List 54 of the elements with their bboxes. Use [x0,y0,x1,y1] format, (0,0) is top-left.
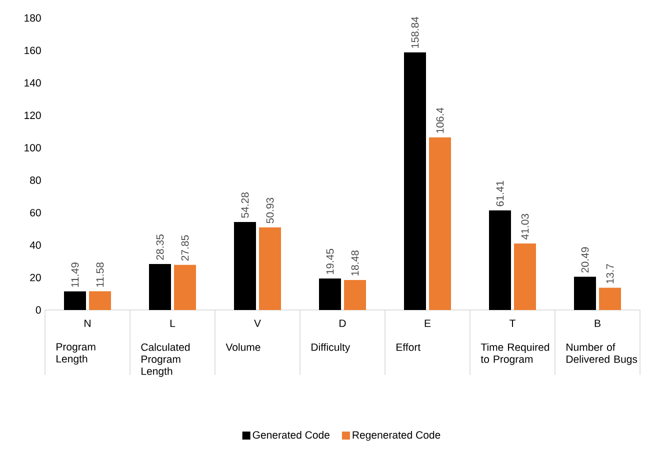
data-label: 20.49 [581,247,589,273]
bar [64,291,86,310]
bar [174,264,196,310]
text: Effort [396,343,421,351]
x-tick-label: T [510,320,516,327]
x-tick-label: V [254,320,261,327]
bar [429,137,451,310]
data-label: 54.28 [241,192,249,218]
bar [89,291,111,310]
bar [514,243,536,310]
data-label: 50.93 [266,198,274,224]
bar [404,52,426,310]
text: Program Length [56,343,96,365]
data-label: 27.85 [181,235,189,261]
text: Calculated Program Length [141,343,190,377]
bar [489,210,511,310]
y-tick-label: 80 [30,176,41,184]
x-tick-label: L [170,320,176,327]
y-tick-label: 20 [30,274,41,282]
y-tick-label: 60 [30,208,41,216]
text: Time Required to Program [480,343,550,365]
x-tick-label: D [340,320,346,327]
x-tick-label: N [84,320,90,327]
bar [234,222,256,310]
data-label: 18.48 [351,250,359,276]
bar [344,280,366,310]
legend-label: Regenerated Code [352,430,440,441]
data-label: 158.84 [411,16,419,48]
bar [574,276,596,310]
y-tick-label: 120 [24,112,41,120]
text: Difficulty [312,343,350,353]
bar [599,288,622,310]
text: Number of Delivered Bugs [566,343,638,365]
bar [259,227,281,310]
bar [319,278,341,310]
data-label: 11.49 [71,262,79,287]
y-tick-label: 180 [24,14,41,22]
data-label: 41.03 [521,214,529,240]
y-tick-label: 100 [24,144,41,152]
y-tick-label: 40 [30,241,41,249]
bar [149,264,171,310]
y-tick-label: 0 [36,306,41,314]
legend-label: Generated Code [252,430,330,439]
data-label: 11.58 [96,262,104,287]
data-label: 19.45 [326,248,334,274]
text: Volume [226,343,260,351]
x-tick-label: E [424,320,431,327]
x-tick-label: B [594,320,600,327]
data-label: 28.35 [156,234,164,260]
y-tick-label: 140 [24,79,41,87]
y-tick-label: 160 [24,46,41,54]
data-label: 106.4 [436,108,444,133]
data-label: 61.41 [496,180,504,206]
data-label: 13.7 [606,264,614,284]
